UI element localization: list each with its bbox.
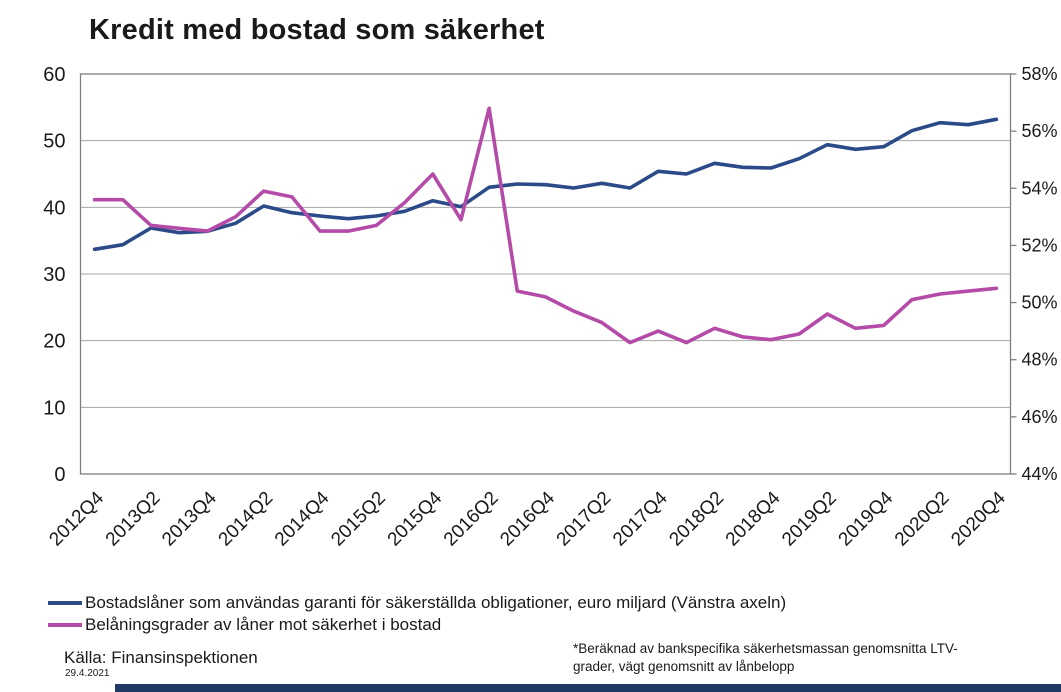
x-axis-tick-label: 2013Q2 <box>102 488 165 551</box>
left-axis-tick-label: 50 <box>43 131 65 153</box>
x-axis-tick-label: 2014Q2 <box>215 488 278 551</box>
legend-label: Belåningsgrader av låner mot säkerhet i … <box>85 615 442 634</box>
right-axis-tick-label: 52% <box>1022 235 1058 255</box>
x-axis-tick-label: 2016Q2 <box>440 488 503 551</box>
right-axis-tick-label: 46% <box>1022 407 1058 427</box>
legend-swatch-purple-line <box>48 623 82 627</box>
left-axis-tick-label: 10 <box>43 397 65 419</box>
x-axis-tick-label: 2018Q4 <box>722 487 785 550</box>
x-axis-tick-label: 2015Q4 <box>384 487 447 550</box>
footer-accent-bar <box>115 684 1061 692</box>
legend-label: Bostadslåner som användas garanti för sä… <box>85 593 787 612</box>
chart-legend: Bostadslåner som användas garanti för sä… <box>48 592 786 636</box>
x-axis-tick-label: 2017Q4 <box>609 487 672 550</box>
x-axis-tick-label: 2020Q2 <box>891 488 954 551</box>
legend-swatch-blue-line <box>48 601 82 605</box>
left-axis-tick-label: 40 <box>43 197 65 219</box>
footnote-line-2: grader, vägt genomsnitt av lånbelopp <box>573 658 795 674</box>
left-axis-tick-label: 20 <box>43 331 65 353</box>
series-line-ltv <box>92 106 999 345</box>
footnote-line-1: *Beräknad av bankspecifika säkerhetsmass… <box>573 641 958 656</box>
chart-title: Kredit med bostad som säkerhet <box>89 14 545 46</box>
right-axis-tick-label: 54% <box>1022 178 1058 198</box>
footnote: *Beräknad av bankspecifika säkerhetsmass… <box>573 640 1023 675</box>
x-axis-tick-label: 2020Q4 <box>947 487 1010 550</box>
x-axis-tick-label: 2016Q4 <box>496 487 559 550</box>
x-axis-tick-label: 2015Q2 <box>327 488 390 551</box>
right-axis-tick-label: 44% <box>1022 464 1058 484</box>
series-line-covered-bonds <box>92 117 999 252</box>
x-axis-tick-label: 2017Q2 <box>553 488 616 551</box>
x-axis-tick-label: 2019Q4 <box>835 487 898 550</box>
plot-border <box>79 73 1012 475</box>
legend-item-covered-bonds: Bostadslåner som användas garanti för sä… <box>48 592 786 614</box>
source-text: Källa: Finansinspektionen <box>64 648 258 667</box>
x-axis-tick-label: 2018Q2 <box>665 488 728 551</box>
left-axis-tick-label: 60 <box>43 64 65 86</box>
right-axis-tick-label: 50% <box>1022 293 1058 313</box>
right-axis-tick-label: 58% <box>1022 64 1058 84</box>
left-axis-tick-label: 30 <box>43 264 65 286</box>
x-axis-tick-label: 2013Q4 <box>158 487 221 550</box>
x-axis-tick-label: 2014Q4 <box>271 487 334 550</box>
left-axis-tick-label: 0 <box>54 464 65 486</box>
right-axis-tick-label: 48% <box>1022 350 1058 370</box>
source-date: 29.4.2021 <box>65 668 110 679</box>
legend-item-ltv: Belåningsgrader av låner mot säkerhet i … <box>48 614 786 636</box>
line-chart: 0 10 20 30 40 50 60 44% 46% 48% 50% 52% 54% 56% 58% 201… <box>43 64 1058 551</box>
x-axis-tick-label: 2019Q2 <box>778 488 841 551</box>
right-axis-tick-label: 56% <box>1022 121 1058 141</box>
x-axis-tick-label: 2012Q4 <box>45 487 108 550</box>
